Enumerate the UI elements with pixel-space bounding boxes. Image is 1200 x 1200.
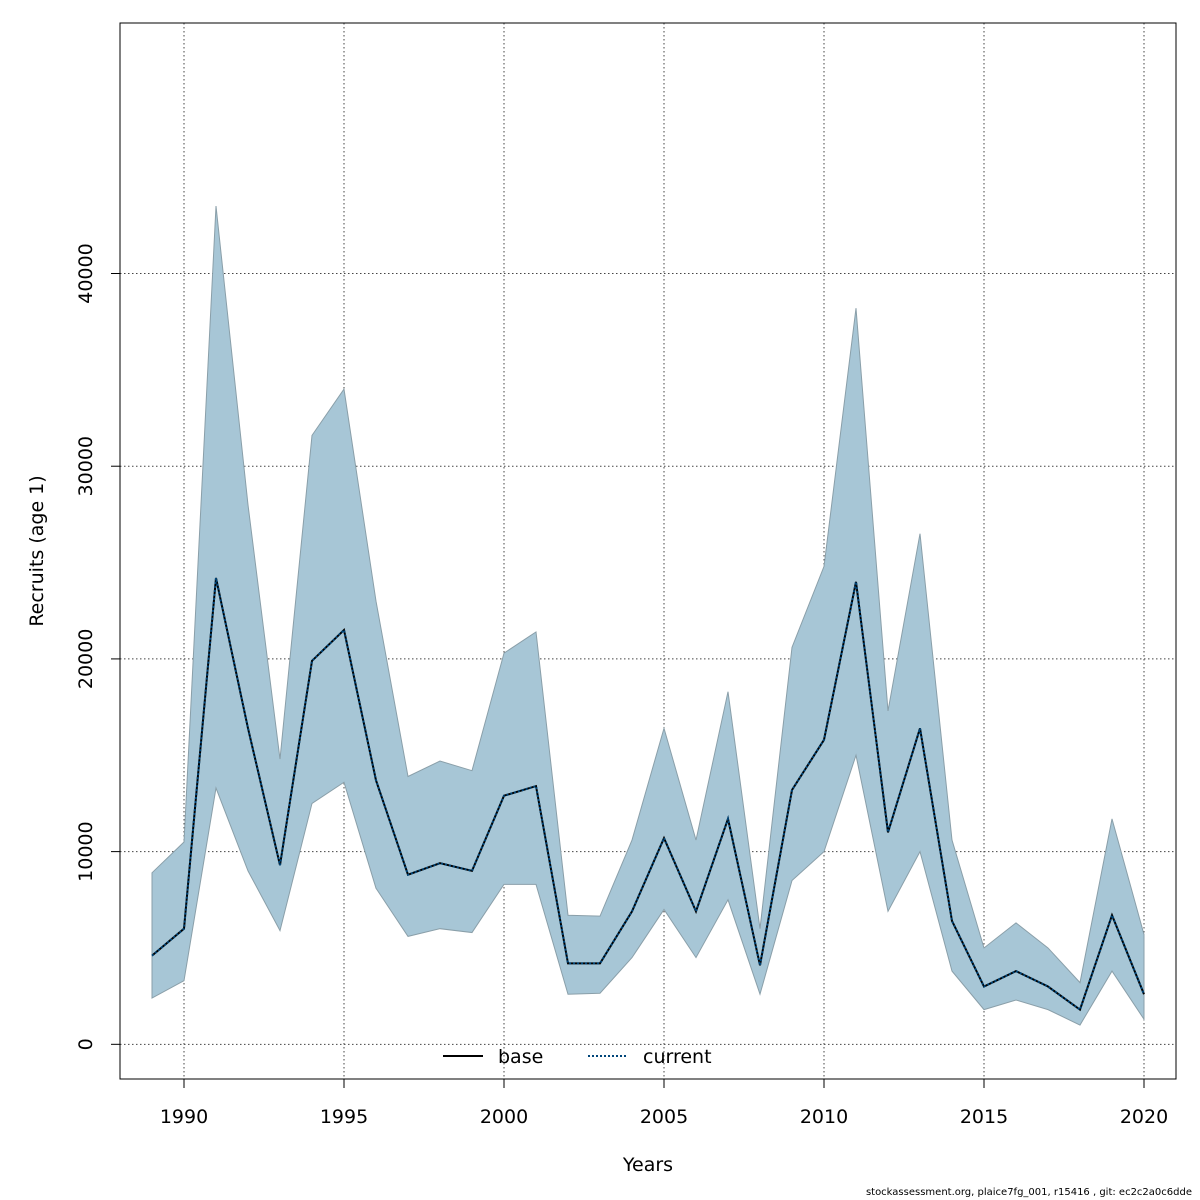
- legend-label-base: base: [498, 1046, 543, 1068]
- confidence-band-area: [151, 206, 1145, 1026]
- footer-note: stockassessment.org, plaice7fg_001, r154…: [865, 1187, 1192, 1198]
- y-tick-label: 20000: [75, 629, 97, 689]
- y-axis: 0 10000 20000 30000 40000: [75, 243, 120, 1050]
- series-line-current: [151, 577, 1145, 1012]
- y-tick-label: 30000: [75, 436, 97, 496]
- confidence-band: [151, 206, 1145, 1026]
- y-tick-label: 0: [75, 1038, 97, 1050]
- x-axis: 1990 1995 2000 2005 2010 2015 2020: [160, 1079, 1168, 1128]
- plot-frame: [119, 22, 1177, 1080]
- x-tick-label: 2000: [480, 1106, 528, 1128]
- x-axis-label: Years: [622, 1154, 673, 1176]
- legend: base current: [443, 1046, 712, 1068]
- x-tick-label: 1990: [160, 1106, 208, 1128]
- x-tick-label: 2020: [1120, 1106, 1168, 1128]
- legend-label-current: current: [643, 1046, 712, 1068]
- x-tick-label: 2015: [960, 1106, 1008, 1128]
- y-tick-label: 10000: [75, 821, 97, 881]
- x-tick-label: 2010: [800, 1106, 848, 1128]
- series-lines: [151, 577, 1145, 1012]
- x-tick-label: 2005: [640, 1106, 688, 1128]
- y-tick-label: 40000: [75, 243, 97, 303]
- x-tick-label: 1995: [320, 1106, 368, 1128]
- y-axis-label: Recruits (age 1): [26, 475, 48, 626]
